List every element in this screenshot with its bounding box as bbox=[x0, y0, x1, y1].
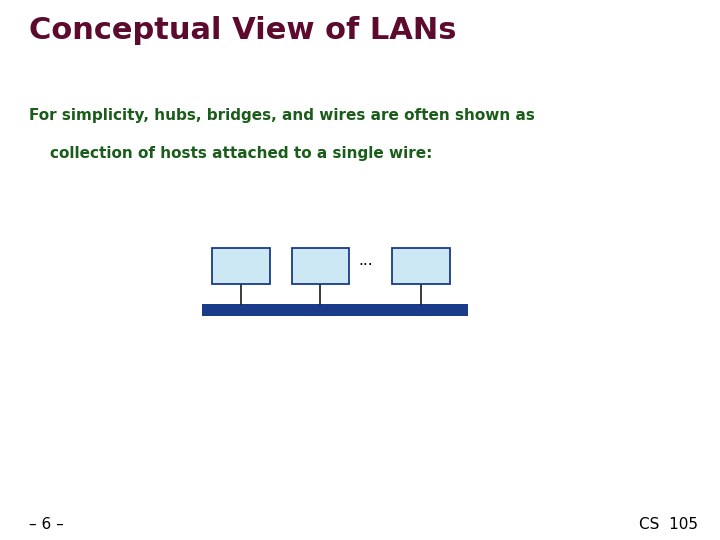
Text: For simplicity, hubs, bridges, and wires are often shown as: For simplicity, hubs, bridges, and wires… bbox=[29, 108, 535, 123]
Text: collection of hosts attached to a single wire:: collection of hosts attached to a single… bbox=[29, 146, 432, 161]
Bar bbox=[202, 304, 468, 316]
Text: – 6 –: – 6 – bbox=[29, 517, 63, 532]
Text: ···: ··· bbox=[359, 258, 373, 273]
Text: host: host bbox=[406, 259, 436, 273]
FancyBboxPatch shape bbox=[392, 248, 450, 284]
Text: host: host bbox=[305, 259, 336, 273]
Text: host: host bbox=[226, 259, 256, 273]
Text: Conceptual View of LANs: Conceptual View of LANs bbox=[29, 16, 456, 45]
FancyBboxPatch shape bbox=[212, 248, 270, 284]
Text: CS  105: CS 105 bbox=[639, 517, 698, 532]
FancyBboxPatch shape bbox=[292, 248, 349, 284]
